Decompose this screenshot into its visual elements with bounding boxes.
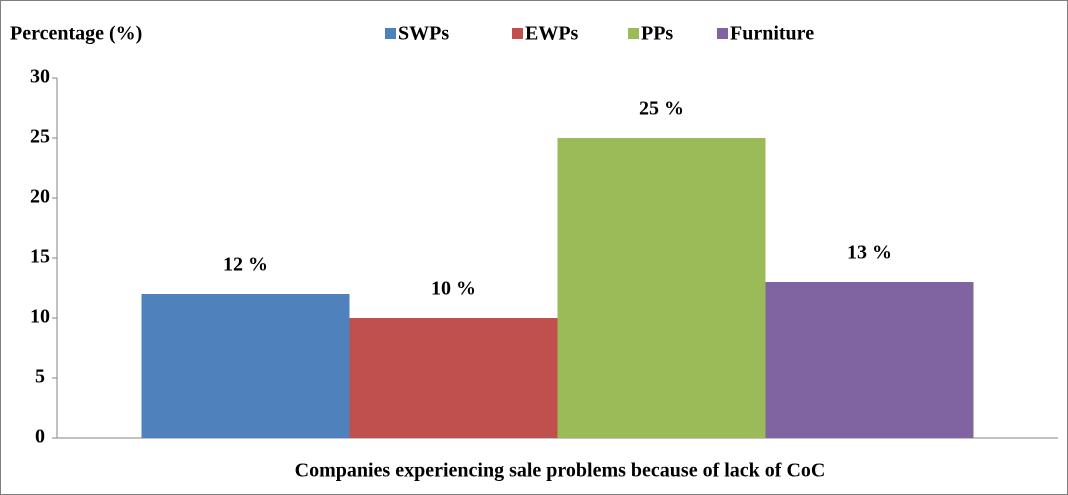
- y-tick-label: 5: [35, 366, 45, 388]
- legend-swatch: [385, 28, 396, 39]
- legend-label: SWPs: [398, 23, 449, 45]
- x-axis-label: Companies experiencing sale problems bec…: [295, 460, 826, 482]
- legend-label: EWPs: [525, 23, 579, 45]
- bar: [141, 294, 350, 438]
- data-label: 13 %: [847, 242, 892, 264]
- y-tick-label: 20: [30, 186, 50, 208]
- y-tick-label: 30: [30, 66, 50, 88]
- y-axis-label: Percentage (%): [10, 23, 142, 45]
- y-tick-label: 0: [35, 426, 45, 448]
- bar: [765, 282, 974, 438]
- y-tick-label: 15: [30, 246, 50, 268]
- legend-label: Furniture: [730, 23, 814, 45]
- data-label: 12 %: [223, 254, 268, 276]
- legend-swatch: [512, 28, 523, 39]
- bar: [349, 318, 558, 438]
- y-tick-label: 10: [30, 306, 50, 328]
- legend-label: PPs: [641, 23, 673, 45]
- data-label: 10 %: [431, 278, 476, 300]
- bar: [557, 138, 766, 438]
- data-label: 25 %: [639, 98, 684, 120]
- y-tick-label: 25: [30, 126, 50, 148]
- legend-swatch: [628, 28, 639, 39]
- legend-swatch: [717, 28, 728, 39]
